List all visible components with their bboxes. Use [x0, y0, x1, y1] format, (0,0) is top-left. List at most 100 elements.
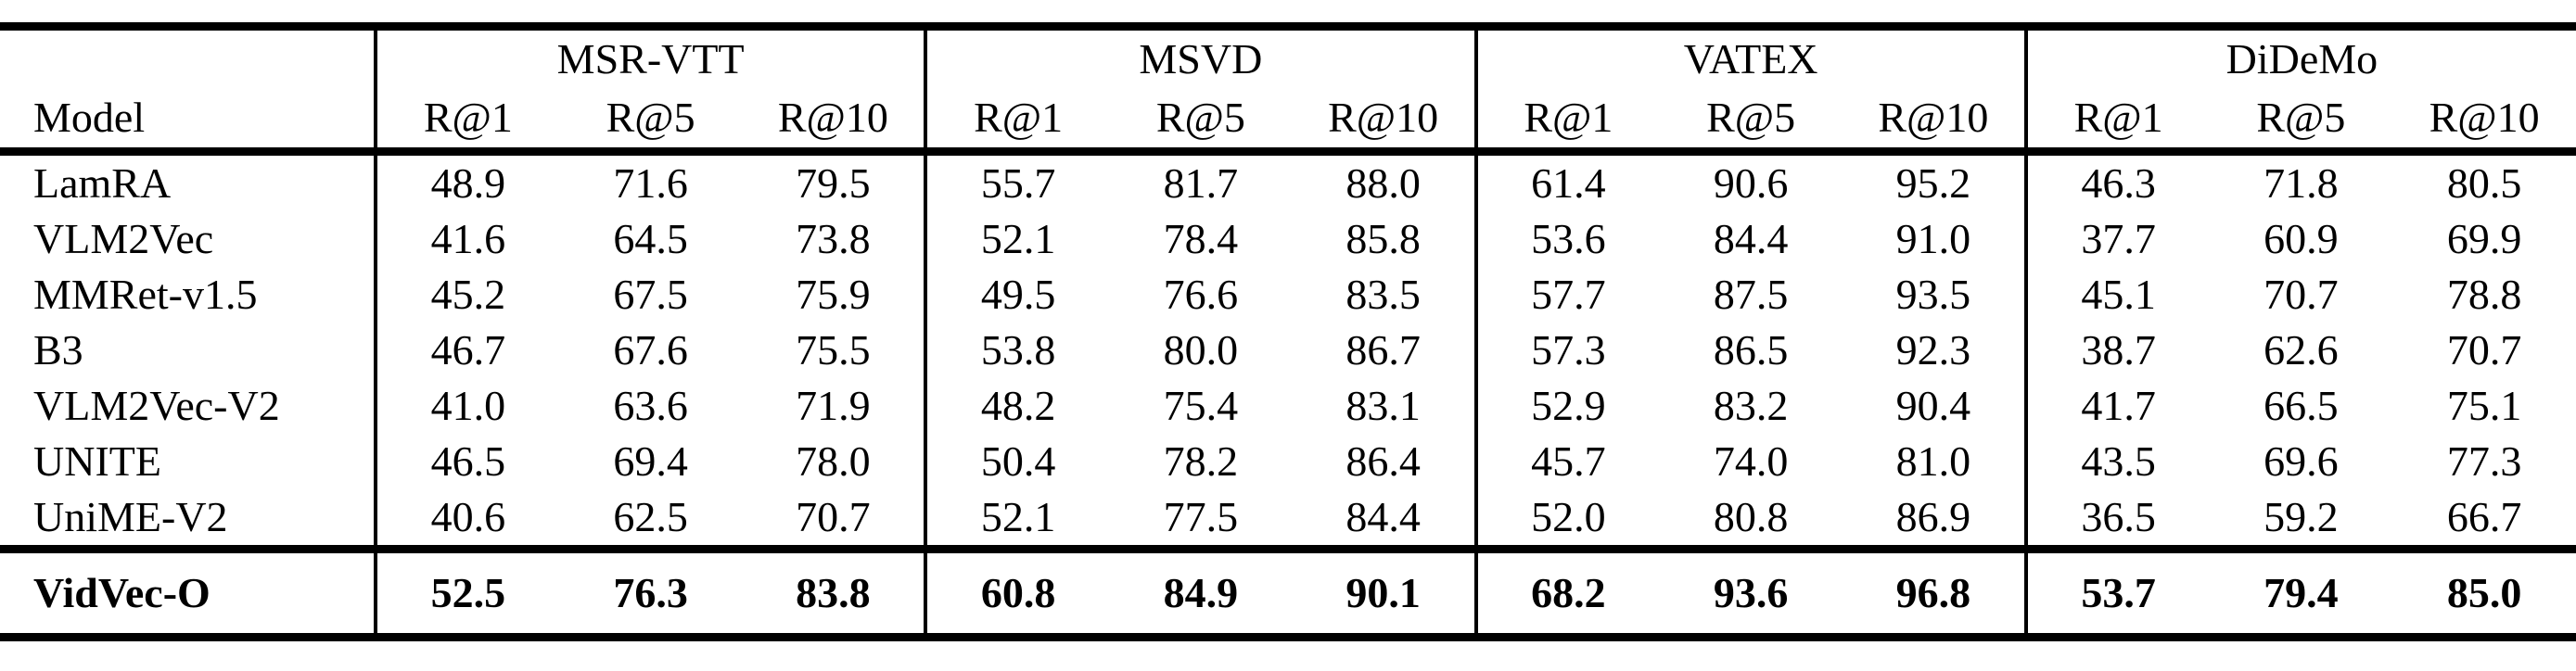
- table-row: B3 46.7 67.6 75.5 53.8 80.0 86.7 57.3 86.5 92.3 38…: [0, 323, 2576, 378]
- metric-value-cell: 69.6: [2264, 437, 2339, 485]
- results-table: MSR-VTT MSVD VATEX DiDeMo Model R@1 R@5 …: [0, 22, 2576, 641]
- metric-header: R@1: [924, 88, 1109, 152]
- metric-value-cell: 75.4: [1163, 382, 1239, 429]
- model-name-cell: VidVec-O: [33, 569, 210, 616]
- metric-value-cell: 83.8: [796, 569, 871, 616]
- model-name-cell: MMRet-v1.5: [33, 271, 258, 318]
- metric-header: R@10: [1328, 94, 1439, 141]
- model-column-header: Model: [33, 94, 146, 141]
- metric-header: R@5: [606, 94, 695, 141]
- metric-value-cell: 84.4: [1345, 493, 1421, 540]
- metric-value-cell: 53.8: [924, 323, 1109, 378]
- metric-value-cell: 79.4: [2264, 569, 2339, 616]
- metric-value-cell: 73.8: [796, 215, 871, 262]
- metric-value-cell: 76.6: [1163, 271, 1239, 318]
- metric-value-cell: 62.5: [613, 493, 688, 540]
- metric-value-cell: 75.1: [2446, 382, 2522, 429]
- metric-value-cell: 91.0: [1895, 215, 1971, 262]
- metric-value-cell: 43.5: [2023, 434, 2210, 489]
- metric-value-cell: 67.6: [613, 326, 688, 373]
- metric-value-cell: 80.5: [2446, 159, 2522, 207]
- model-name-cell: UniME-V2: [33, 493, 228, 540]
- metric-value-cell: 81.7: [1163, 159, 1239, 207]
- metric-value-cell: 57.7: [1473, 267, 1660, 323]
- metric-header-row: Model R@1 R@5 R@10 R@1 R@5 R@10 R@1 R@5 …: [0, 88, 2576, 152]
- metric-value-cell: 71.9: [796, 382, 871, 429]
- dataset-header-msvd: MSVD: [924, 26, 1476, 88]
- metric-value-cell: 70.7: [796, 493, 871, 540]
- metric-value-cell: 60.9: [2264, 215, 2339, 262]
- table-row: UNITE 46.5 69.4 78.0 50.4 78.2 86.4 45.7 74.0 81.…: [0, 434, 2576, 489]
- metric-value-cell: 71.6: [613, 159, 688, 207]
- metric-value-cell: 57.3: [1473, 323, 1660, 378]
- metric-value-cell: 85.0: [2446, 569, 2522, 616]
- metric-value-cell: 38.7: [2023, 323, 2210, 378]
- metric-value-cell: 70.7: [2446, 326, 2522, 373]
- table-row: VidVec-O 52.5 76.3 83.8 60.8 84.9 90.1 68.2 93.6…: [0, 549, 2576, 638]
- metric-value-cell: 69.9: [2446, 215, 2522, 262]
- metric-value-cell: 75.5: [796, 326, 871, 373]
- metric-value-cell: 92.3: [1895, 326, 1971, 373]
- metric-value-cell: 84.4: [1713, 215, 1789, 262]
- metric-header: R@10: [1878, 94, 1989, 141]
- metric-value-cell: 87.5: [1713, 271, 1789, 318]
- metric-value-cell: 45.2: [374, 267, 559, 323]
- metric-header: R@10: [777, 94, 888, 141]
- metric-value-cell: 59.2: [2264, 493, 2339, 540]
- metric-value-cell: 50.4: [924, 434, 1109, 489]
- metric-value-cell: 75.9: [796, 271, 871, 318]
- metric-value-cell: 48.9: [374, 151, 559, 211]
- table-row: LamRA 48.9 71.6 79.5 55.7 81.7 88.0 61.4 90.6 95.…: [0, 151, 2576, 211]
- metric-value-cell: 53.7: [2023, 549, 2210, 638]
- metric-value-cell: 90.6: [1713, 159, 1789, 207]
- table-row: UniME-V2 40.6 62.5 70.7 52.1 77.5 84.4 52.0 80.8…: [0, 489, 2576, 550]
- metric-value-cell: 90.1: [1345, 569, 1421, 616]
- model-header-spacer: [0, 27, 376, 89]
- metric-value-cell: 70.7: [2264, 271, 2339, 318]
- metric-value-cell: 46.5: [374, 434, 559, 489]
- metric-value-cell: 40.6: [374, 489, 559, 550]
- metric-value-cell: 93.5: [1895, 271, 1971, 318]
- metric-value-cell: 77.3: [2446, 437, 2522, 485]
- metric-value-cell: 63.6: [613, 382, 688, 429]
- dataset-header-didemo: DiDeMo: [2023, 26, 2576, 88]
- metric-value-cell: 86.4: [1345, 437, 1421, 485]
- metric-value-cell: 67.5: [613, 271, 688, 318]
- metric-value-cell: 36.5: [2023, 489, 2210, 550]
- metric-value-cell: 84.9: [1163, 569, 1239, 616]
- table-header: MSR-VTT MSVD VATEX DiDeMo Model R@1 R@5 …: [0, 26, 2576, 152]
- metric-value-cell: 41.7: [2023, 378, 2210, 434]
- metric-value-cell: 60.8: [924, 549, 1109, 638]
- metric-value-cell: 41.0: [374, 378, 559, 434]
- metric-value-cell: 45.7: [1473, 434, 1660, 489]
- metric-value-cell: 85.8: [1345, 215, 1421, 262]
- metric-value-cell: 78.0: [796, 437, 871, 485]
- metric-value-cell: 77.5: [1163, 493, 1239, 540]
- metric-value-cell: 78.2: [1163, 437, 1239, 485]
- metric-value-cell: 61.4: [1473, 151, 1660, 211]
- metric-value-cell: 45.1: [2023, 267, 2210, 323]
- metric-header: R@5: [1706, 94, 1796, 141]
- metric-value-cell: 96.8: [1895, 569, 1971, 616]
- metric-value-cell: 52.1: [924, 489, 1109, 550]
- metric-value-cell: 83.2: [1713, 382, 1789, 429]
- metric-value-cell: 90.4: [1895, 382, 1971, 429]
- metric-value-cell: 66.5: [2264, 382, 2339, 429]
- metric-value-cell: 37.7: [2023, 211, 2210, 267]
- metric-value-cell: 76.3: [613, 569, 688, 616]
- table-row: VLM2Vec-V2 41.0 63.6 71.9 48.2 75.4 83.1 52.9 83…: [0, 378, 2576, 434]
- metric-header: R@1: [374, 88, 559, 152]
- metric-value-cell: 52.0: [1473, 489, 1660, 550]
- metric-value-cell: 52.1: [924, 211, 1109, 267]
- metric-header: R@5: [1155, 94, 1245, 141]
- metric-value-cell: 93.6: [1713, 569, 1789, 616]
- metric-value-cell: 68.2: [1473, 549, 1660, 638]
- model-name-cell: UNITE: [33, 437, 161, 485]
- metric-header: R@5: [2256, 94, 2346, 141]
- metric-value-cell: 88.0: [1345, 159, 1421, 207]
- model-name-cell: B3: [33, 326, 83, 373]
- metric-value-cell: 64.5: [613, 215, 688, 262]
- metric-value-cell: 53.6: [1473, 211, 1660, 267]
- dataset-header-row: MSR-VTT MSVD VATEX DiDeMo: [0, 26, 2576, 89]
